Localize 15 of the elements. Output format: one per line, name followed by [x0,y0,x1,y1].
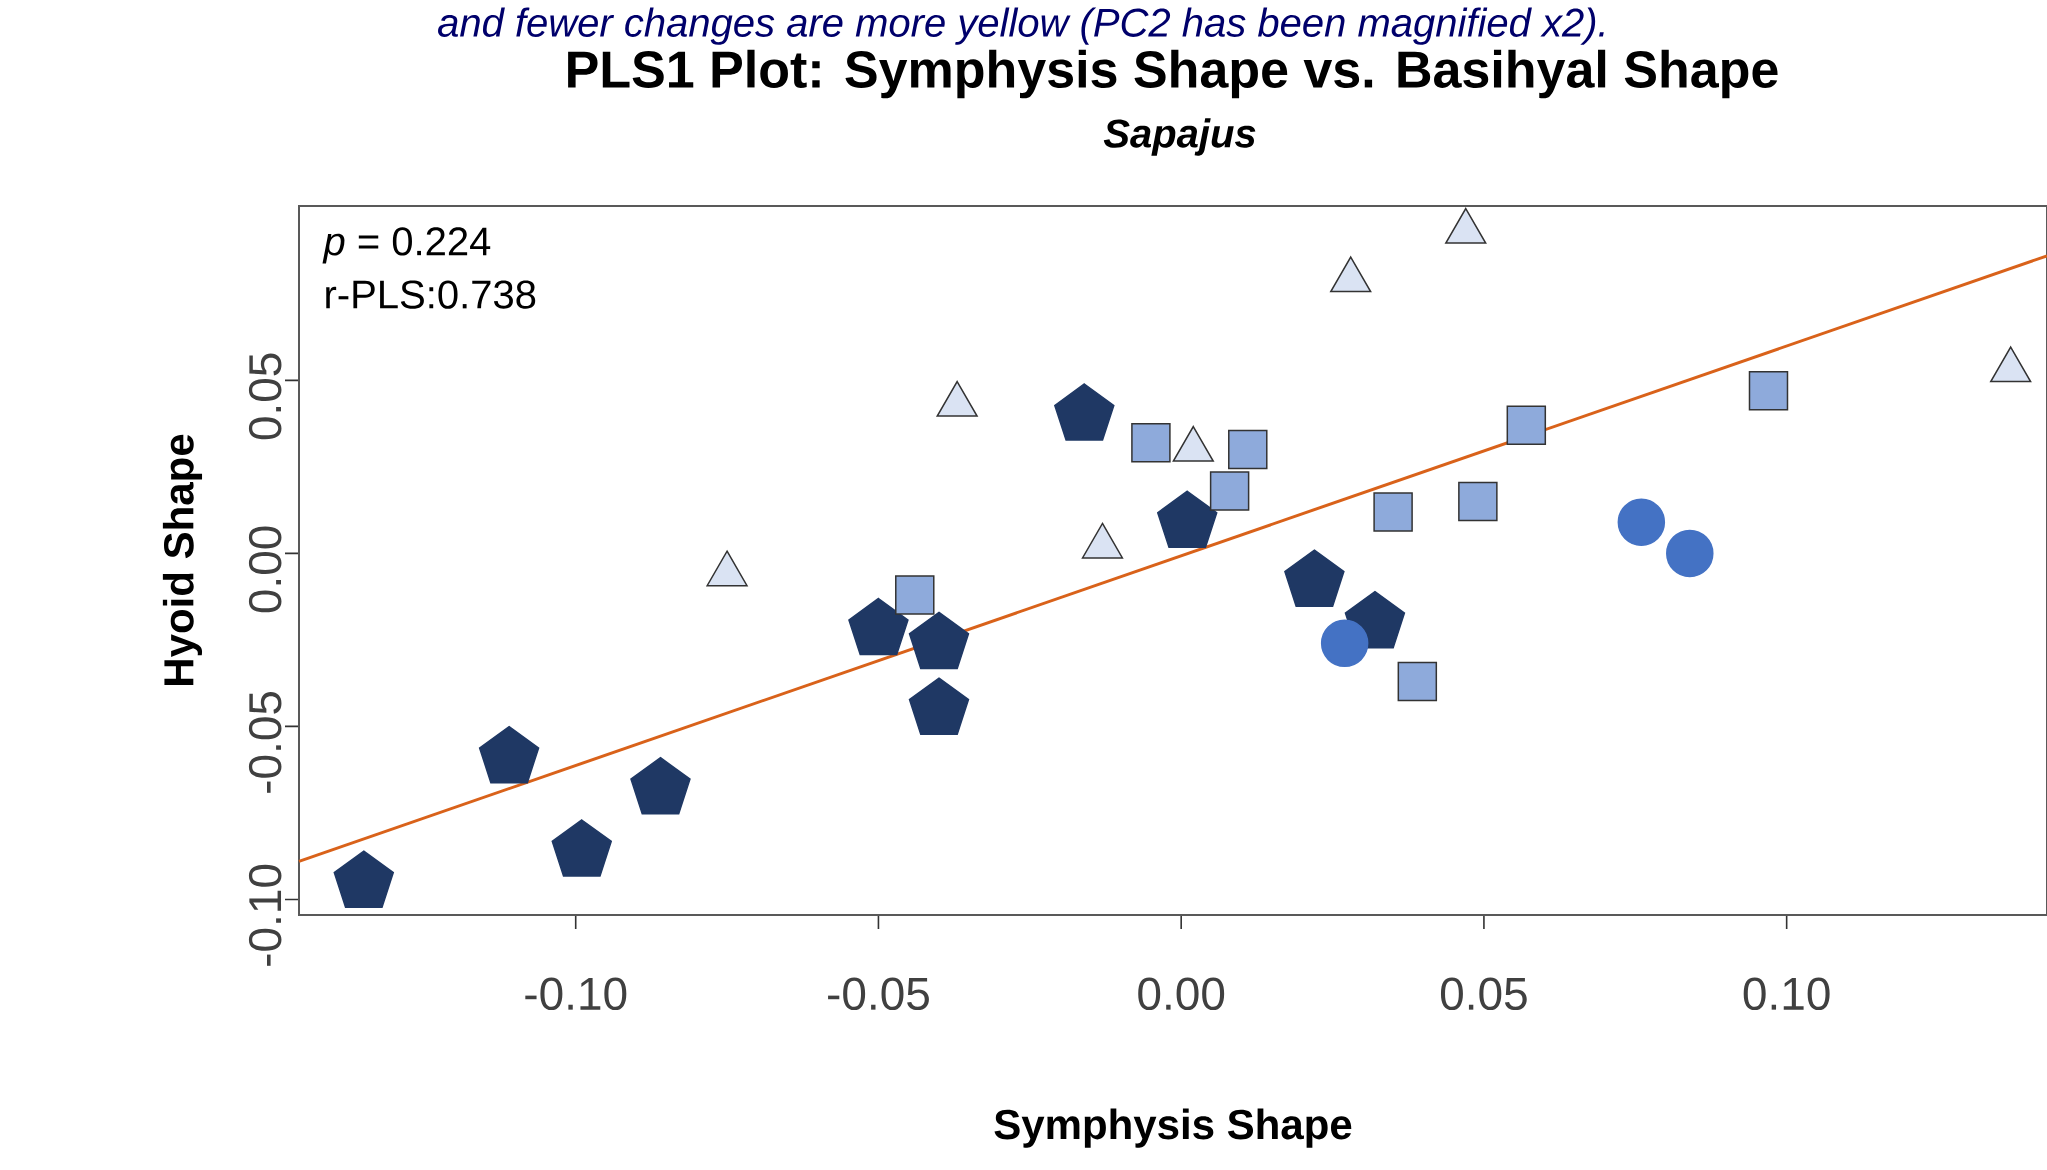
annotation: r-PLS:0.738 [326,280,536,309]
y-tick-label: 0.00 [248,526,282,613]
y-axis-title: Hyoid Shape [162,434,203,685]
x-axis-title: Symphysis Shape [994,1108,1352,1148]
x-tick-label: 0.00 [1138,977,1225,1011]
y-tick-label: -0.05 [248,691,282,793]
x-tick-label: 0.10 [1743,977,1830,1011]
y-tick-label: 0.05 [248,353,282,440]
x-tick-label: 0.05 [1440,977,1527,1011]
x-tick-label: -0.10 [525,977,627,1011]
annotation: p = 0.224 [322,227,491,264]
x-tick-label: -0.05 [828,977,929,1011]
chart-title: PLS1 Plot: Symphysis Shape vs. Basihyal Shape [568,49,1778,99]
chart-subtitle: Sapajus [1103,118,1256,156]
text: and fewer changes are more yellow (PC2 has been magnified x2). [438,7,1604,45]
